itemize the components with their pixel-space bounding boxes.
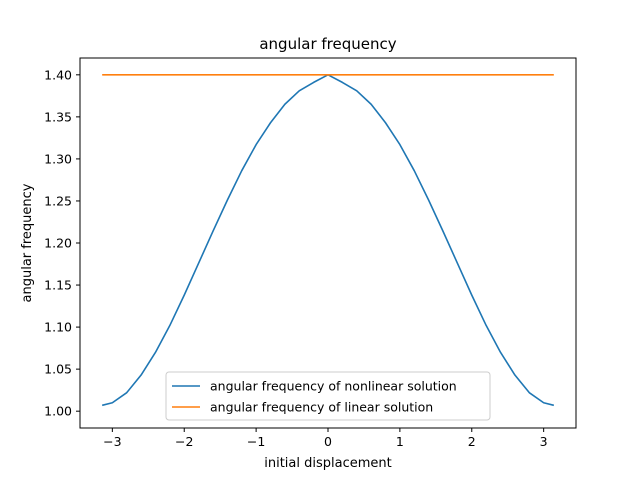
x-tick-label: −3 [103, 434, 121, 449]
legend-label-nonlinear: angular frequency of nonlinear solution [210, 379, 457, 394]
legend-label-linear: angular frequency of linear solution [210, 400, 433, 415]
y-tick-label: 1.15 [44, 278, 72, 293]
x-tick-label: 0 [324, 434, 332, 449]
y-tick-label: 1.05 [44, 362, 72, 377]
y-tick-label: 1.40 [44, 67, 72, 82]
x-tick-label: 3 [540, 434, 548, 449]
y-tick-label: 1.30 [44, 151, 72, 166]
legend-box [165, 371, 491, 421]
chart-title: angular frequency [259, 35, 396, 53]
x-tick-label: 1 [396, 434, 404, 449]
x-tick-label: −2 [175, 434, 193, 449]
x-tick-label: −1 [247, 434, 265, 449]
x-axis-ticks: −3 −2 −1 0 1 2 3 [103, 428, 548, 449]
x-tick-label: 2 [468, 434, 476, 449]
y-tick-label: 1.20 [44, 236, 72, 251]
y-tick-label: 1.10 [44, 320, 72, 335]
y-tick-label: 1.35 [44, 109, 72, 124]
y-tick-label: 1.25 [44, 193, 72, 208]
y-axis-label: angular frequency [20, 183, 35, 302]
legend: angular frequency of nonlinear solution … [165, 371, 491, 421]
x-axis-label: initial displacement [264, 456, 392, 471]
y-axis-ticks: 1.00 1.05 1.10 1.15 1.20 1.25 1.30 1.35 1.40 [44, 67, 80, 419]
y-tick-label: 1.00 [44, 404, 72, 419]
plot-lines [101, 74, 555, 407]
